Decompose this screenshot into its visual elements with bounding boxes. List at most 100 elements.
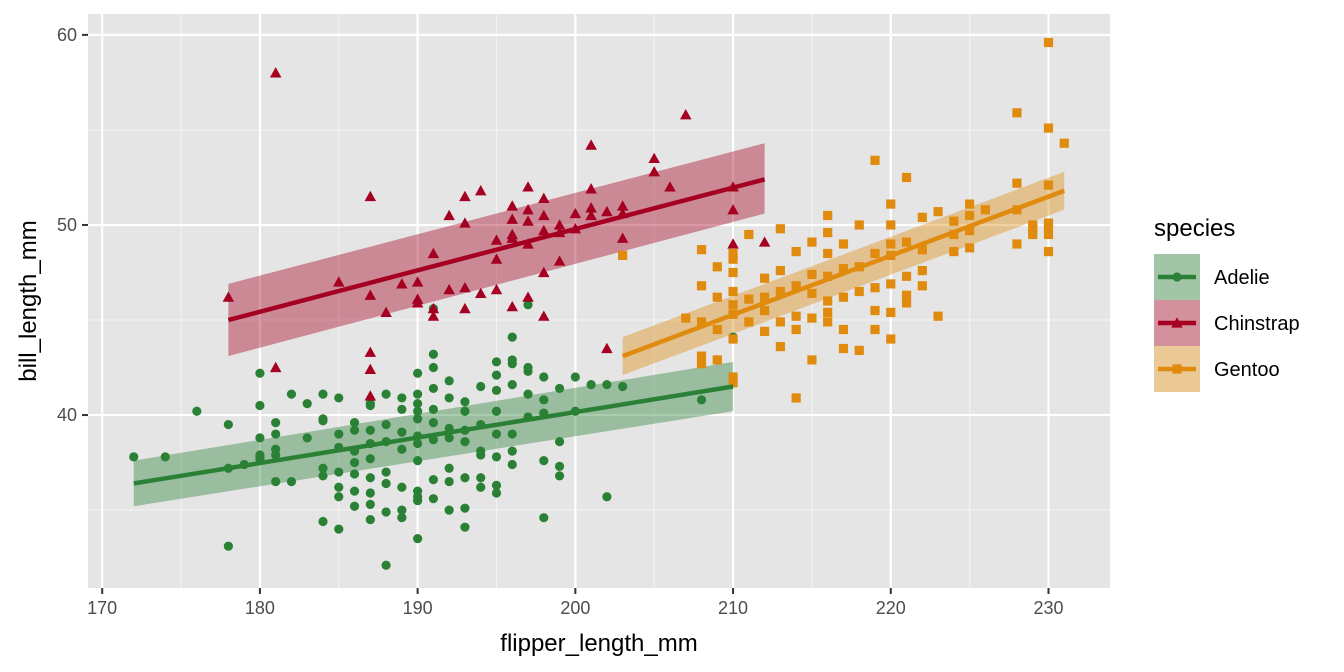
adelie-point bbox=[334, 524, 344, 534]
chinstrap-point bbox=[538, 192, 550, 203]
adelie-point bbox=[397, 427, 407, 437]
adelie-point bbox=[397, 393, 407, 403]
gentoo-point bbox=[1043, 222, 1054, 232]
adelie-point bbox=[554, 383, 565, 394]
gentoo-point bbox=[760, 326, 770, 337]
adelie-point bbox=[491, 452, 502, 462]
adelie-point bbox=[318, 471, 328, 481]
adelie-trend-line bbox=[133, 384, 734, 486]
adelie-point bbox=[286, 389, 297, 399]
adelie-point bbox=[223, 541, 233, 551]
gentoo-point bbox=[728, 286, 738, 297]
chinstrap-point bbox=[490, 234, 503, 245]
adelie-point bbox=[428, 362, 438, 373]
gentoo-point bbox=[760, 273, 770, 283]
chinstrap-point bbox=[459, 190, 471, 202]
gentoo-point bbox=[886, 334, 896, 344]
chinstrap-point bbox=[522, 215, 534, 226]
legend-title: species bbox=[1154, 215, 1235, 242]
chinstrap-point bbox=[427, 302, 440, 314]
adelie-point bbox=[539, 513, 549, 523]
adelie-point bbox=[413, 414, 423, 424]
adelie-point bbox=[444, 433, 454, 443]
adelie-point bbox=[428, 418, 438, 428]
gentoo-point bbox=[901, 290, 912, 300]
gentoo-point bbox=[712, 292, 722, 302]
gentoo-point bbox=[791, 393, 801, 403]
gentoo-trend-line bbox=[621, 188, 1066, 359]
x-tick-label: 220 bbox=[876, 598, 906, 618]
gentoo-point bbox=[870, 283, 880, 293]
adelie-point bbox=[507, 359, 517, 369]
legend-key-triangle-icon bbox=[1171, 317, 1183, 328]
gentoo-point bbox=[791, 311, 801, 321]
adelie-point bbox=[413, 456, 423, 466]
adelie-point bbox=[381, 419, 391, 430]
adelie-point bbox=[255, 433, 265, 443]
gentoo-point bbox=[791, 324, 801, 335]
chinstrap-point bbox=[648, 166, 660, 177]
gentoo-point bbox=[807, 313, 817, 323]
gentoo-point bbox=[1043, 229, 1054, 240]
adelie-point bbox=[318, 416, 328, 426]
adelie-point bbox=[365, 425, 375, 435]
legend-label: Gentoo bbox=[1214, 359, 1280, 381]
gentoo-point bbox=[838, 343, 849, 354]
gentoo-point bbox=[917, 245, 927, 255]
adelie-point bbox=[318, 463, 328, 473]
chinstrap-point bbox=[364, 289, 377, 300]
gentoo-point bbox=[744, 317, 754, 327]
chinstrap-point bbox=[538, 224, 550, 236]
gentoo-point bbox=[1028, 224, 1038, 234]
adelie-point bbox=[129, 452, 139, 462]
x-axis-title: flipper_length_mm bbox=[500, 630, 697, 657]
adelie-point bbox=[381, 560, 391, 570]
adelie-point bbox=[365, 488, 375, 498]
adelie-point bbox=[618, 381, 628, 392]
gentoo-point bbox=[696, 359, 707, 369]
adelie-point bbox=[349, 486, 360, 496]
chinstrap-point bbox=[427, 310, 440, 321]
adelie-point bbox=[428, 404, 438, 414]
gentoo-point bbox=[618, 250, 628, 260]
adelie-point bbox=[381, 467, 391, 477]
chinstrap-trend-line bbox=[227, 177, 766, 323]
adelie-point bbox=[271, 429, 281, 439]
adelie-point bbox=[302, 399, 312, 409]
adelie-point bbox=[491, 370, 502, 380]
y-tick-label: 60 bbox=[57, 25, 77, 45]
adelie-point bbox=[428, 475, 438, 485]
gentoo-point bbox=[1012, 239, 1022, 249]
gentoo-point bbox=[681, 313, 691, 323]
gentoo-point bbox=[870, 324, 880, 335]
adelie-point bbox=[413, 492, 423, 502]
gentoo-point bbox=[823, 307, 833, 318]
adelie-point bbox=[334, 393, 344, 403]
chinstrap-point bbox=[427, 247, 440, 259]
gentoo-point bbox=[1043, 123, 1054, 133]
adelie-point bbox=[381, 507, 391, 517]
gentoo-point bbox=[949, 216, 959, 226]
adelie-point bbox=[413, 438, 423, 449]
chinstrap-point bbox=[443, 283, 455, 295]
chinstrap-point bbox=[585, 209, 597, 221]
gentoo-point bbox=[823, 317, 833, 327]
adelie-point bbox=[365, 514, 375, 525]
x-tick-label: 200 bbox=[560, 598, 590, 618]
gentoo-point bbox=[1028, 229, 1038, 240]
gentoo-point bbox=[870, 155, 880, 165]
legend-label: Adelie bbox=[1214, 267, 1270, 289]
adelie-point bbox=[554, 437, 565, 447]
chinstrap-point bbox=[269, 67, 282, 78]
gentoo-point bbox=[728, 254, 738, 264]
gentoo-point bbox=[838, 292, 849, 302]
chinstrap-point bbox=[506, 213, 519, 224]
gentoo-point bbox=[1012, 108, 1022, 118]
chinstrap-point bbox=[569, 207, 582, 219]
gentoo-point bbox=[1043, 246, 1054, 257]
gentoo-point bbox=[775, 317, 785, 327]
adelie-point bbox=[539, 456, 549, 466]
gentoo-point bbox=[933, 311, 943, 321]
gentoo-point bbox=[807, 237, 817, 247]
adelie-point bbox=[460, 522, 470, 532]
